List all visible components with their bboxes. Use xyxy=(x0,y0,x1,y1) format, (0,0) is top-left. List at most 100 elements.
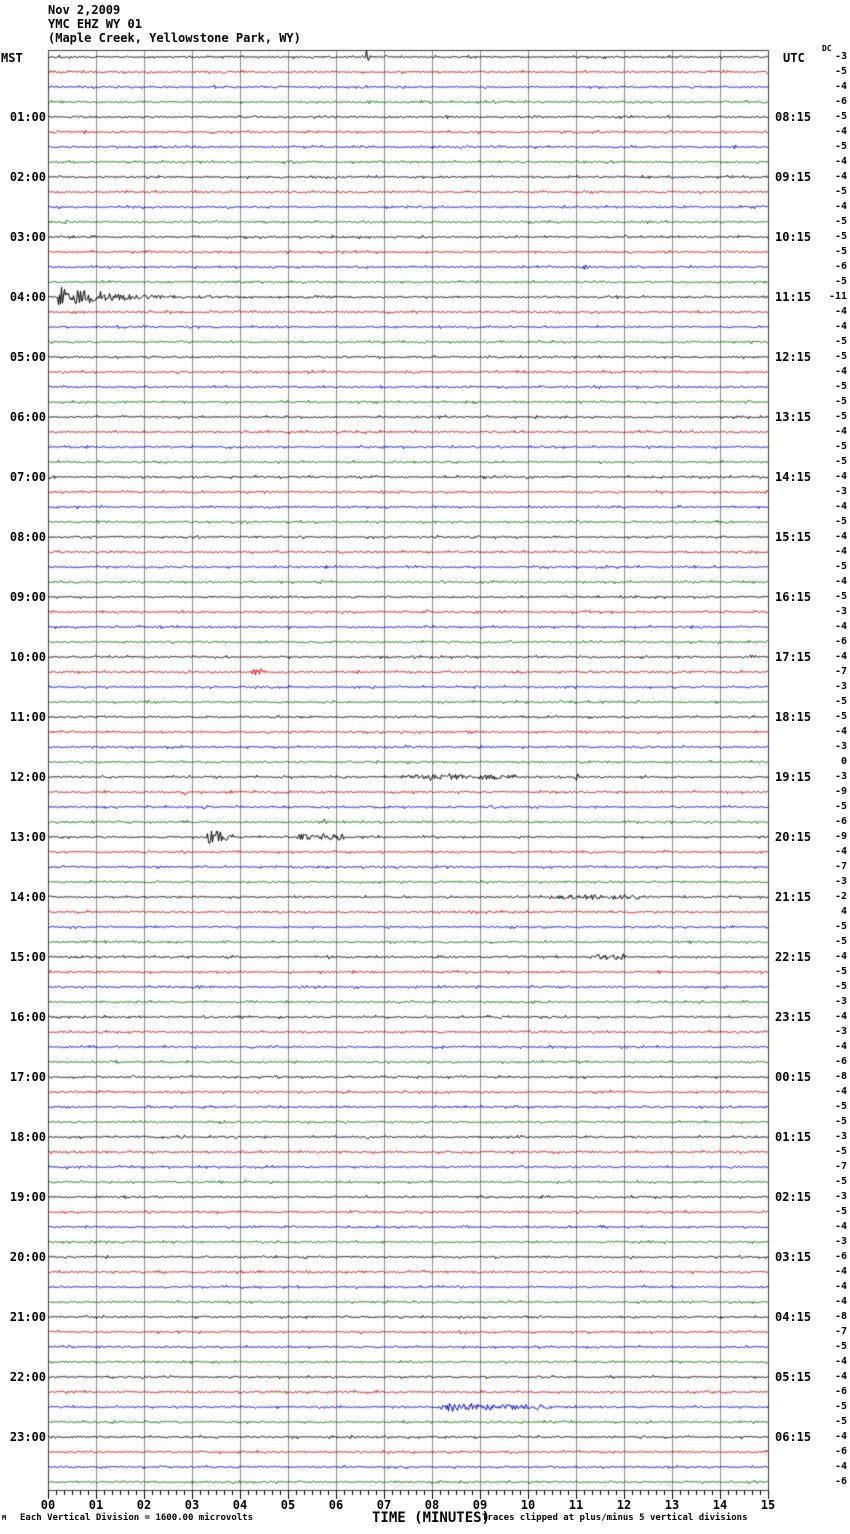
dc-offset-value: -5 xyxy=(834,66,847,77)
scale-note: Each Vertical Division = 1600.00 microvo… xyxy=(20,1513,253,1523)
dc-offset-value: -5 xyxy=(834,216,847,227)
dc-offset-value: -4 xyxy=(834,576,847,587)
utc-time-label: 00:15 xyxy=(775,1070,812,1084)
dc-offset-value: -5 xyxy=(834,921,847,932)
mst-hour-label: 23:00 xyxy=(9,1430,46,1444)
mst-hour-label: 17:00 xyxy=(9,1070,46,1084)
utc-time-label: 16:15 xyxy=(775,590,812,604)
mst-hour-label: 13:00 xyxy=(9,830,46,844)
utc-time-label: 09:15 xyxy=(775,170,812,184)
dc-offset-value: 4 xyxy=(840,906,847,917)
dc-offset-value: -7 xyxy=(834,1326,847,1337)
minute-tick-label: 13 xyxy=(664,1498,680,1512)
minute-tick-label: 07 xyxy=(376,1498,392,1512)
corner-mark: M xyxy=(2,1514,7,1522)
dc-offset-value: -5 xyxy=(834,111,847,122)
dc-offset-value: -3 xyxy=(834,771,847,782)
mst-hour-label: 14:00 xyxy=(9,890,46,904)
dc-offset-value: -4 xyxy=(834,1431,847,1442)
mst-hour-label: 21:00 xyxy=(9,1310,46,1324)
dc-offset-value: -5 xyxy=(834,696,847,707)
mst-hour-label: 09:00 xyxy=(9,590,46,604)
dc-offset-value: -6 xyxy=(834,1251,847,1262)
dc-offset-value: -4 xyxy=(834,1371,847,1382)
utc-time-label: 20:15 xyxy=(775,830,812,844)
dc-offset-value: -4 xyxy=(834,726,847,737)
dc-offset-value: -4 xyxy=(834,1086,847,1097)
dc-offset-value: -4 xyxy=(834,1266,847,1277)
dc-offset-value: -4 xyxy=(834,426,847,437)
minute-tick-label: 05 xyxy=(280,1498,296,1512)
dc-offset-value: -5 xyxy=(834,186,847,197)
minute-tick-label: 04 xyxy=(232,1498,248,1512)
mst-hour-label: 08:00 xyxy=(9,530,46,544)
dc-offset-header: DC xyxy=(822,44,832,53)
utc-time-label: 08:15 xyxy=(775,110,812,124)
dc-offset-value: -5 xyxy=(834,456,847,467)
dc-offset-value: -6 xyxy=(834,1386,847,1397)
dc-offset-value: -4 xyxy=(834,1356,847,1367)
dc-offset-value: -5 xyxy=(834,1341,847,1352)
dc-offset-value: -4 xyxy=(834,651,847,662)
dc-offset-value: -6 xyxy=(834,261,847,272)
dc-offset-value: -5 xyxy=(834,1176,847,1187)
dc-offset-value: -5 xyxy=(834,981,847,992)
mst-hour-label: 16:00 xyxy=(9,1010,46,1024)
dc-offset-value: -11 xyxy=(828,291,847,302)
mst-hour-label: 15:00 xyxy=(9,950,46,964)
mst-hour-label: 04:00 xyxy=(9,290,46,304)
dc-offset-value: -2 xyxy=(834,891,847,902)
dc-offset-value: -4 xyxy=(834,81,847,92)
dc-offset-value: -3 xyxy=(834,996,847,1007)
dc-offset-value: -3 xyxy=(834,741,847,752)
utc-time-label: 13:15 xyxy=(775,410,812,424)
dc-offset-value: -4 xyxy=(834,546,847,557)
dc-offset-value: -5 xyxy=(834,966,847,977)
minute-tick-label: 15 xyxy=(760,1498,776,1512)
dc-offset-value: -4 xyxy=(834,846,847,857)
dc-offset-value: -3 xyxy=(834,1131,847,1142)
dc-offset-value: -3 xyxy=(834,681,847,692)
dc-offset-value: -4 xyxy=(834,951,847,962)
dc-offset-value: -4 xyxy=(834,1461,847,1472)
dc-offset-value: -4 xyxy=(834,126,847,137)
utc-time-label: 02:15 xyxy=(775,1190,812,1204)
minute-tick-label: 08 xyxy=(424,1498,440,1512)
dc-offset-value: -5 xyxy=(834,1206,847,1217)
dc-offset-value: -4 xyxy=(834,1011,847,1022)
utc-time-label: 01:15 xyxy=(775,1130,812,1144)
dc-offset-value: -4 xyxy=(834,321,847,332)
dc-offset-value: -3 xyxy=(834,876,847,887)
dc-offset-value: -5 xyxy=(834,381,847,392)
dc-offset-value: -4 xyxy=(834,471,847,482)
station-code: YMC EHZ WY 01 xyxy=(48,17,142,31)
dc-offset-value: -5 xyxy=(834,801,847,812)
dc-offset-value: -5 xyxy=(834,336,847,347)
dc-offset-value: -3 xyxy=(834,1026,847,1037)
dc-offset-value: -4 xyxy=(834,171,847,182)
dc-offset-value: -9 xyxy=(834,831,847,842)
mst-hour-label: 06:00 xyxy=(9,410,46,424)
dc-offset-value: -4 xyxy=(834,1281,847,1292)
utc-time-label: 18:15 xyxy=(775,710,812,724)
dc-offset-value: -5 xyxy=(834,396,847,407)
minute-tick-label: 01 xyxy=(88,1498,104,1512)
mst-hour-label: 12:00 xyxy=(9,770,46,784)
mst-hour-label: 03:00 xyxy=(9,230,46,244)
utc-time-label: 15:15 xyxy=(775,530,812,544)
dc-offset-value: -6 xyxy=(834,1446,847,1457)
utc-time-label: 03:15 xyxy=(775,1250,812,1264)
clip-note: Traces clipped at plus/minus 5 vertical … xyxy=(482,1513,748,1523)
dc-offset-value: -6 xyxy=(834,1056,847,1067)
utc-time-label: 23:15 xyxy=(775,1010,812,1024)
mst-hour-label: 05:00 xyxy=(9,350,46,364)
minute-tick-label: 11 xyxy=(568,1498,584,1512)
utc-time-label: 05:15 xyxy=(775,1370,812,1384)
mst-hour-label: 19:00 xyxy=(9,1190,46,1204)
dc-offset-value: -5 xyxy=(834,231,847,242)
dc-offset-value: -4 xyxy=(834,156,847,167)
dc-offset-value: -3 xyxy=(834,1191,847,1202)
mst-hour-label: 01:00 xyxy=(9,110,46,124)
dc-offset-value: -3 xyxy=(834,51,847,62)
